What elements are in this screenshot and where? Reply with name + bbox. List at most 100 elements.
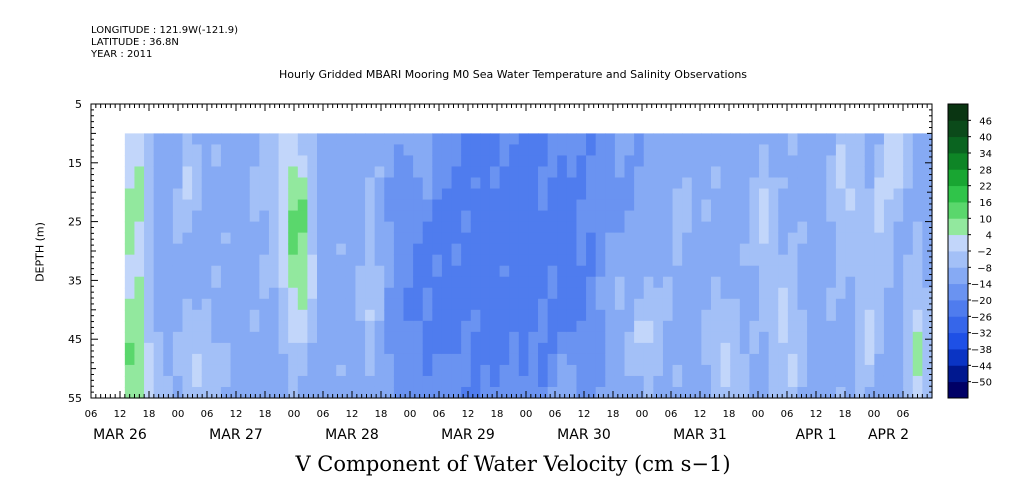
- heatmap-cell: [730, 133, 741, 146]
- heatmap-cell: [538, 276, 549, 289]
- heatmap-cell: [403, 320, 414, 333]
- heatmap-cell: [499, 287, 510, 300]
- heatmap-cell: [249, 331, 260, 344]
- heatmap-cell: [845, 342, 856, 355]
- heatmap-cell: [384, 133, 395, 146]
- heatmap-cell: [634, 155, 645, 168]
- heatmap-cell: [653, 320, 664, 333]
- x-hour-label: 18: [607, 409, 620, 420]
- x-hour-label: 18: [723, 409, 736, 420]
- heatmap-cell: [835, 265, 847, 278]
- heatmap-cell: [374, 364, 385, 377]
- heatmap-cell: [797, 342, 808, 355]
- heatmap-cell: [518, 353, 530, 366]
- heatmap-cell: [816, 298, 827, 311]
- heatmap-cell: [624, 331, 635, 344]
- heatmap-cell: [144, 309, 155, 322]
- heatmap-cell: [643, 320, 654, 333]
- heatmap-cell: [845, 221, 856, 234]
- heatmap-cell: [672, 243, 683, 256]
- heatmap-cell: [605, 353, 616, 366]
- heatmap-cell: [586, 155, 597, 168]
- heatmap-cell: [662, 287, 674, 300]
- heatmap-cell: [499, 232, 510, 245]
- heatmap-cell: [211, 177, 222, 190]
- heatmap-cell: [778, 199, 789, 212]
- heatmap-cell: [384, 287, 395, 300]
- heatmap-cell: [499, 243, 510, 256]
- heatmap-cell: [288, 232, 299, 245]
- heatmap-cell: [586, 353, 597, 366]
- heatmap-cell: [845, 364, 856, 377]
- heatmap-cell: [461, 210, 472, 223]
- heatmap-cell: [201, 243, 212, 256]
- heatmap-cell: [413, 364, 424, 377]
- heatmap-cell: [499, 276, 510, 289]
- heatmap-cell: [557, 298, 568, 311]
- heatmap-cell: [374, 353, 385, 366]
- heatmap-cell: [470, 265, 481, 278]
- heatmap-cell: [182, 166, 193, 179]
- heatmap-cell: [605, 166, 616, 179]
- heatmap-cell: [768, 386, 779, 399]
- heatmap-cell: [759, 243, 770, 256]
- heatmap-cell: [883, 166, 895, 179]
- heatmap-cell: [787, 155, 799, 168]
- heatmap-cell: [586, 188, 597, 201]
- colorbar-swatch: [948, 153, 968, 170]
- heatmap-cell: [749, 133, 760, 146]
- heatmap-cell: [864, 287, 875, 300]
- heatmap-cell: [489, 177, 501, 190]
- heatmap-cell: [461, 144, 472, 157]
- heatmap-cell: [470, 331, 481, 344]
- heatmap-cell: [826, 386, 837, 399]
- heatmap-cell: [586, 287, 597, 300]
- heatmap-cell: [883, 375, 895, 388]
- heatmap-cell: [634, 331, 645, 344]
- heatmap-cell: [672, 133, 683, 146]
- heatmap-cell: [730, 199, 741, 212]
- colorbar-swatch: [948, 267, 968, 285]
- heatmap-cell: [461, 221, 472, 234]
- heatmap-cell: [451, 298, 462, 311]
- heatmap-cell: [451, 353, 462, 366]
- heatmap-cell: [807, 144, 818, 157]
- heatmap-cell: [307, 243, 318, 256]
- heatmap-cell: [605, 342, 616, 355]
- heatmap-cell: [653, 386, 664, 399]
- x-hour-label: 18: [839, 409, 852, 420]
- heatmap-cell: [653, 254, 664, 267]
- heatmap-cell: [566, 210, 578, 223]
- heatmap-cell: [374, 210, 385, 223]
- heatmap-cell: [778, 276, 789, 289]
- heatmap-cell: [432, 188, 443, 201]
- heatmap-cell: [336, 331, 347, 344]
- heatmap-cell: [134, 276, 145, 289]
- heatmap-cell: [422, 133, 433, 146]
- heatmap-cell: [538, 386, 549, 399]
- heatmap-cell: [672, 353, 683, 366]
- heatmap-cell: [201, 133, 212, 146]
- heatmap-cell: [538, 265, 549, 278]
- heatmap-cell: [201, 254, 212, 267]
- heatmap-cell: [557, 309, 568, 322]
- heatmap-cell: [701, 276, 712, 289]
- heatmap-cell: [662, 342, 674, 355]
- heatmap-cell: [922, 199, 933, 212]
- heatmap-cell: [374, 155, 385, 168]
- heatmap-cell: [682, 199, 693, 212]
- heatmap-cell: [710, 342, 722, 355]
- heatmap-cell: [605, 276, 616, 289]
- heatmap-cell: [211, 232, 222, 245]
- heatmap-cell: [701, 298, 712, 311]
- heatmap-cell: [855, 133, 866, 146]
- heatmap-cell: [211, 199, 222, 212]
- heatmap-cell: [163, 243, 174, 256]
- heatmap-cell: [509, 155, 520, 168]
- heatmap-cell: [182, 232, 193, 245]
- heatmap-cell: [326, 276, 337, 289]
- heatmap-cell: [182, 188, 193, 201]
- heatmap-cell: [441, 221, 453, 234]
- heatmap-cell: [384, 243, 395, 256]
- heatmap-cell: [365, 155, 376, 168]
